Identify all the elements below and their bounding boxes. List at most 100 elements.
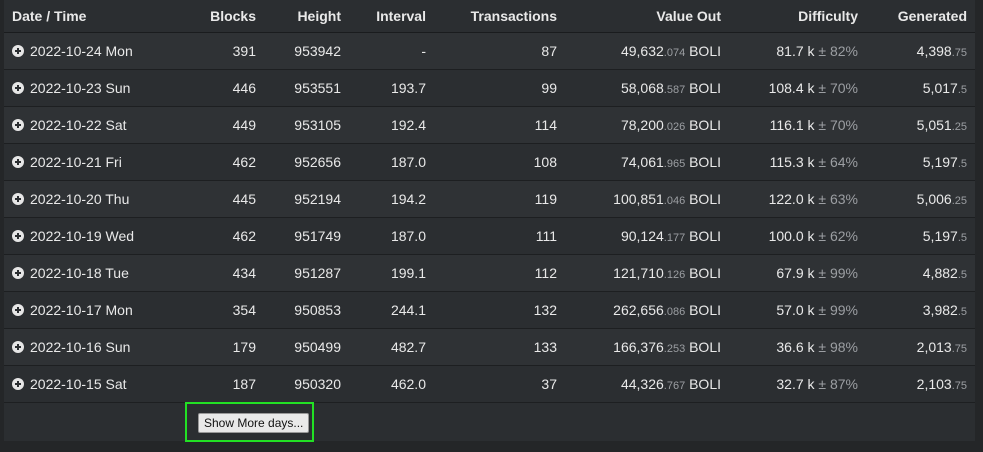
column-blocks[interactable]: Blocks — [174, 0, 264, 33]
height-cell: 951287 — [264, 254, 349, 292]
column-difficulty[interactable]: Difficulty — [729, 0, 866, 33]
date-text: 2022-10-21 Fri — [30, 154, 122, 170]
transactions-cell: 132 — [434, 291, 565, 329]
transactions-cell: 108 — [434, 143, 565, 181]
interval-cell: 244.1 — [349, 291, 434, 329]
date-cell: 2022-10-20 Thu — [4, 180, 174, 218]
date-text: 2022-10-19 Wed — [30, 228, 135, 244]
date-cell: 2022-10-22 Sat — [4, 106, 174, 144]
value-int: 58,068 — [620, 80, 664, 96]
plus-circle-icon[interactable] — [12, 230, 24, 242]
difficulty-value: 100.0 k — [768, 228, 815, 244]
generated-int: 2,103 — [916, 376, 952, 392]
generated-int: 5,197 — [922, 154, 958, 170]
date-text: 2022-10-24 Mon — [30, 43, 133, 59]
difficulty-percent: ± 70% — [818, 117, 858, 133]
transactions-cell: 99 — [434, 69, 565, 107]
difficulty-cell: 81.7 k ± 82% — [729, 32, 866, 70]
blocks-cell: 179 — [174, 328, 264, 366]
height-cell: 950499 — [264, 328, 349, 366]
show-more-days-button[interactable]: Show More days... — [198, 413, 310, 433]
value-out-cell: 58,068.587 BOLI — [565, 69, 729, 107]
column-height[interactable]: Height — [264, 0, 349, 33]
difficulty-cell: 32.7 k ± 87% — [729, 365, 866, 403]
generated-int: 3,982 — [922, 302, 958, 318]
value-unit: BOLI — [689, 117, 721, 133]
height-cell: 953942 — [264, 32, 349, 70]
generated-decimals: .5 — [957, 84, 967, 96]
difficulty-percent: ± 99% — [818, 302, 858, 318]
transactions-cell: 37 — [434, 365, 565, 403]
table-row: 2022-10-24 Mon 391 953942-87 49,632.074 BOL… — [4, 32, 975, 70]
interval-cell: 192.4 — [349, 106, 434, 144]
difficulty-cell: 108.4 k ± 70% — [729, 69, 866, 107]
date-cell: 2022-10-19 Wed — [4, 217, 174, 255]
transactions-cell: 133 — [434, 328, 565, 366]
table-row: 2022-10-22 Sat 449 953105 192.4 114 78,200.02… — [4, 106, 975, 144]
value-decimals: .026 — [663, 121, 686, 133]
transactions-cell: 119 — [434, 180, 565, 218]
difficulty-value: 67.9 k — [776, 265, 815, 281]
transactions-cell: 111 — [434, 217, 565, 255]
column-generated[interactable]: Generated — [866, 0, 975, 33]
plus-circle-icon[interactable] — [12, 45, 24, 57]
column-transactions[interactable]: Transactions — [434, 0, 565, 33]
date-text: 2022-10-16 Sun — [30, 339, 131, 355]
value-out-cell: 90,124.177 BOLI — [565, 217, 729, 255]
date-cell: 2022-10-24 Mon — [4, 32, 174, 70]
transactions-cell: 87 — [434, 32, 565, 70]
value-unit: BOLI — [689, 339, 721, 355]
blocks-cell: 434 — [174, 254, 264, 292]
date-text: 2022-10-23 Sun — [30, 80, 131, 96]
date-text: 2022-10-17 Mon — [30, 302, 133, 318]
height-cell: 953105 — [264, 106, 349, 144]
generated-cell: 4,398.75 — [866, 32, 975, 70]
generated-int: 4,882 — [922, 265, 958, 281]
value-decimals: .253 — [663, 343, 686, 355]
difficulty-cell: 67.9 k ± 99% — [729, 254, 866, 292]
date-cell: 2022-10-17 Mon — [4, 291, 174, 329]
difficulty-value: 115.3 k — [769, 154, 815, 170]
difficulty-value: 36.6 k — [776, 339, 815, 355]
column-value-out[interactable]: Value Out — [565, 0, 729, 33]
plus-circle-icon[interactable] — [12, 156, 24, 168]
column-interval[interactable]: Interval — [349, 0, 434, 33]
generated-int: 2,013 — [916, 339, 952, 355]
difficulty-percent: ± 63% — [818, 191, 858, 207]
plus-circle-icon[interactable] — [12, 304, 24, 316]
difficulty-cell: 36.6 k ± 98% — [729, 328, 866, 366]
plus-circle-icon[interactable] — [12, 267, 24, 279]
plus-circle-icon[interactable] — [12, 119, 24, 131]
plus-circle-icon[interactable] — [12, 341, 24, 353]
value-out-cell: 44,326.767 BOLI — [565, 365, 729, 403]
generated-cell: 5,197.5 — [866, 143, 975, 181]
value-decimals: .587 — [663, 84, 686, 96]
difficulty-value: 116.1 k — [769, 117, 815, 133]
plus-circle-icon[interactable] — [12, 193, 24, 205]
generated-int: 5,051 — [916, 117, 952, 133]
value-decimals: .177 — [663, 232, 686, 244]
plus-circle-icon[interactable] — [12, 82, 24, 94]
difficulty-percent: ± 70% — [818, 80, 858, 96]
table-body: 2022-10-24 Mon 391 953942-87 49,632.074 BOL… — [4, 32, 975, 403]
value-unit: BOLI — [689, 302, 721, 318]
generated-int: 5,197 — [922, 228, 958, 244]
column-date-time[interactable]: Date / Time — [4, 0, 174, 33]
table-row: 2022-10-21 Fri 462 952656 187.0 108 74,061.96… — [4, 143, 975, 181]
plus-circle-icon[interactable] — [12, 378, 24, 390]
value-unit: BOLI — [689, 43, 721, 59]
value-decimals: .965 — [663, 158, 686, 170]
value-out-cell: 262,656.086 BOLI — [565, 291, 729, 329]
value-int: 74,061 — [620, 154, 664, 170]
generated-cell: 2,103.75 — [866, 365, 975, 403]
generated-decimals: .5 — [957, 158, 967, 170]
generated-decimals: .5 — [957, 269, 967, 281]
difficulty-value: 108.4 k — [768, 80, 815, 96]
generated-int: 5,017 — [922, 80, 958, 96]
value-out-cell: 166,376.253 BOLI — [565, 328, 729, 366]
difficulty-percent: ± 64% — [818, 154, 858, 170]
difficulty-cell: 116.1 k ± 70% — [729, 106, 866, 144]
value-out-cell: 74,061.965 BOLI — [565, 143, 729, 181]
value-unit: BOLI — [689, 228, 721, 244]
difficulty-value: 81.7 k — [776, 43, 815, 59]
